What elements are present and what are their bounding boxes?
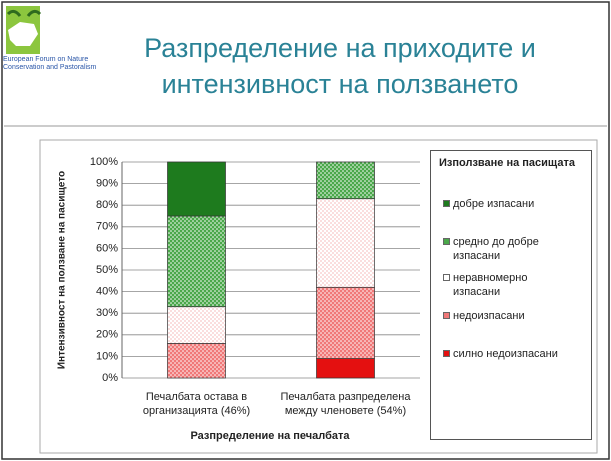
y-tick-label: 40%	[96, 286, 118, 298]
x-axis-label: Разпределение на печалбата	[190, 430, 350, 442]
legend-entry: неравномерно изпасани	[443, 271, 571, 299]
legend-entry: средно до добре изпасани	[443, 235, 571, 263]
bar-segment	[316, 286, 375, 359]
legend-swatch	[443, 312, 450, 319]
bar-segment	[167, 343, 226, 379]
y-tick-label: 0%	[102, 372, 118, 384]
bar-segment	[167, 161, 226, 217]
legend-entry: добре изпасани	[443, 197, 571, 211]
x-tick-label: Печалбата разпределена между членовете (…	[280, 391, 411, 417]
legend-swatch	[443, 274, 450, 281]
bar-segment	[316, 161, 375, 200]
y-tick-label: 60%	[96, 242, 118, 254]
y-tick-label: 50%	[96, 264, 118, 276]
logo-text: European Forum on Nature Conservation an…	[3, 56, 97, 71]
bar-segment	[167, 215, 226, 308]
bar-segment	[167, 306, 226, 344]
y-tick-label: 70%	[96, 221, 118, 233]
legend-swatch	[443, 350, 450, 357]
y-tick-label: 10%	[96, 350, 118, 362]
bar-segment	[316, 198, 375, 288]
legend-swatch	[443, 238, 450, 245]
y-tick-label: 20%	[96, 329, 118, 341]
y-tick-label: 30%	[96, 307, 118, 319]
y-tick-label: 90%	[96, 178, 118, 190]
bar-segment	[316, 358, 375, 379]
legend-title: Използване на пасищата	[439, 157, 575, 169]
y-axis-label: Интензивност на ползване на пасището	[57, 171, 68, 369]
legend-entry: силно недоизпасани	[443, 347, 571, 361]
legend-entry: недоизпасани	[443, 309, 571, 323]
legend: Използване на пасищата добре изпасани сре…	[430, 150, 592, 440]
logo	[6, 6, 42, 54]
y-tick-label: 80%	[96, 199, 118, 211]
legend-swatch	[443, 200, 450, 207]
y-tick-label: 100%	[90, 156, 118, 168]
x-tick-label: Печалбата остава в организацията (46%)	[142, 391, 251, 417]
slide-title: Разпределение на приходите и интензивнос…	[144, 33, 536, 99]
